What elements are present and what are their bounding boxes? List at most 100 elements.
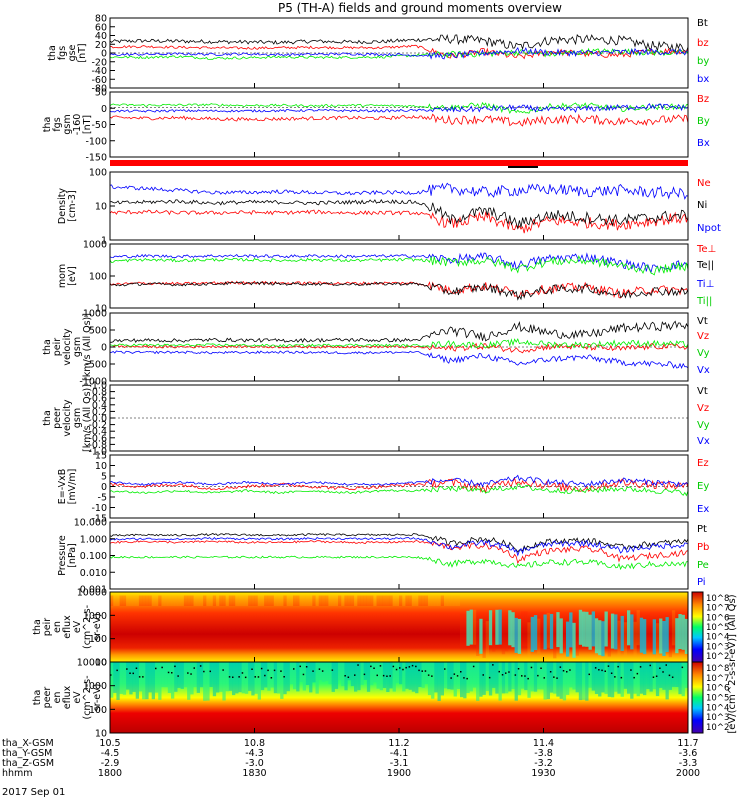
spectrogram-streak xyxy=(559,618,563,654)
spectrogram-streak xyxy=(659,662,663,688)
legend-label: Vy xyxy=(697,348,710,359)
y-axis-label: tha xyxy=(32,619,43,635)
y-tick-label: 1.000 xyxy=(80,534,107,545)
y-axis-label: Density xyxy=(57,188,68,224)
spectrogram-streak xyxy=(228,595,233,606)
spectrogram-streak xyxy=(110,662,114,698)
spectrogram-streak xyxy=(485,662,489,691)
spectrogram-streak xyxy=(248,595,252,606)
spectrogram-streak xyxy=(456,595,461,606)
spectrogram-streak xyxy=(122,595,127,606)
spectrogram-dot xyxy=(402,668,404,671)
spectrogram-streak xyxy=(655,662,660,697)
spectrogram-streak xyxy=(533,615,538,651)
axis-row-value: 2000 xyxy=(676,768,700,779)
axis-row-value: -4.3 xyxy=(245,748,264,759)
spectrogram-streak xyxy=(498,662,502,701)
spectrogram-streak xyxy=(386,595,390,606)
spectrogram-dot xyxy=(357,664,359,666)
y-tick-label: 100 xyxy=(89,705,107,716)
spectrogram-streak xyxy=(463,662,467,699)
spectrogram-streak xyxy=(508,662,512,692)
legend-label: Vx xyxy=(697,436,710,447)
spectrogram-dot xyxy=(347,676,350,678)
y-axis-label: gsm xyxy=(72,337,83,357)
spectrogram-dot xyxy=(386,675,388,677)
spectrogram-streak xyxy=(171,662,175,699)
spectrogram-dot xyxy=(601,669,603,672)
spectrogram-dot xyxy=(244,676,247,679)
spectrogram-streak xyxy=(116,595,120,606)
spectrogram-streak xyxy=(620,615,624,651)
spectrogram-streak xyxy=(251,662,255,696)
spectrogram-dot xyxy=(405,666,407,669)
spectrogram-dot xyxy=(264,674,266,677)
status-bar-marker xyxy=(508,166,538,168)
spectrogram-streak xyxy=(177,595,181,606)
spectrogram-streak xyxy=(521,662,525,689)
spectrogram-dot xyxy=(138,676,141,678)
y-tick-label: 0 xyxy=(101,104,107,115)
spectrogram-streak xyxy=(479,618,483,654)
spectrogram-streak xyxy=(254,595,258,606)
spectrogram-streak xyxy=(492,662,496,688)
spectrogram-streak xyxy=(607,621,611,657)
spectrogram-streak xyxy=(620,662,624,697)
spectrogram-streak xyxy=(293,662,297,690)
y-tick-label: 100 xyxy=(89,634,107,645)
spectrogram-streak xyxy=(289,595,294,606)
spectrogram-streak xyxy=(488,662,493,696)
spectrogram-streak xyxy=(110,595,114,606)
spectrogram-streak xyxy=(472,662,477,688)
y-tick-label: 0 xyxy=(101,49,107,60)
spectrogram-streak xyxy=(575,620,579,656)
spectrogram-streak xyxy=(453,662,457,697)
spectrogram-streak xyxy=(270,662,274,688)
spectrogram-dot xyxy=(161,666,163,669)
y-tick-label: -50 xyxy=(91,120,107,131)
spectrogram-dot xyxy=(444,668,446,670)
spectrogram-streak xyxy=(514,617,518,653)
spectrogram-streak xyxy=(161,595,165,606)
spectrogram-streak xyxy=(415,662,419,694)
legend-label: Vt xyxy=(697,316,708,327)
spectrogram-dot xyxy=(630,669,632,671)
spectrogram-dot xyxy=(257,676,260,678)
spectrogram-streak xyxy=(155,595,159,606)
spectrogram-streak xyxy=(604,662,608,694)
spectrogram-streak xyxy=(286,662,290,692)
spectrogram-dot xyxy=(562,670,565,672)
spectrogram-streak xyxy=(495,609,499,645)
spectrogram-streak xyxy=(415,595,419,606)
spectrogram-dot xyxy=(517,668,520,670)
spectrogram-streak xyxy=(129,662,133,695)
spectrogram-dot xyxy=(331,669,334,671)
spectrogram-streak xyxy=(675,662,679,687)
spectrogram-streak xyxy=(366,662,371,692)
spectrogram-streak xyxy=(627,662,631,694)
spectrogram-streak xyxy=(180,595,184,606)
spectrogram-streak xyxy=(476,662,480,701)
colorbar-tick-label: 10^6 xyxy=(706,684,729,694)
spectrogram-streak xyxy=(299,595,303,606)
spectrogram-streak xyxy=(305,595,310,606)
spectrogram-streak xyxy=(649,662,653,692)
spectrogram-streak xyxy=(289,662,294,685)
colorbar-tick-label: 10^8 xyxy=(706,664,729,674)
axis-row-label: tha_Y-GSM xyxy=(2,748,52,759)
y-tick-label: -0.4 xyxy=(88,427,107,438)
spectrogram-streak xyxy=(540,662,544,690)
spectrogram-dot xyxy=(665,664,667,666)
spectrogram-streak xyxy=(244,662,249,694)
spectrogram-streak xyxy=(572,662,576,690)
spectrogram-dot xyxy=(681,666,684,669)
spectrogram-streak xyxy=(447,662,451,690)
spectrogram-streak xyxy=(338,662,342,681)
y-axis-label: peer xyxy=(42,687,53,709)
spectrogram-streak xyxy=(643,662,647,696)
spectrogram-streak xyxy=(257,595,261,606)
spectrogram-dot xyxy=(283,676,285,678)
y-tick-label: 15 xyxy=(95,451,107,462)
spectrogram-streak xyxy=(659,618,663,654)
